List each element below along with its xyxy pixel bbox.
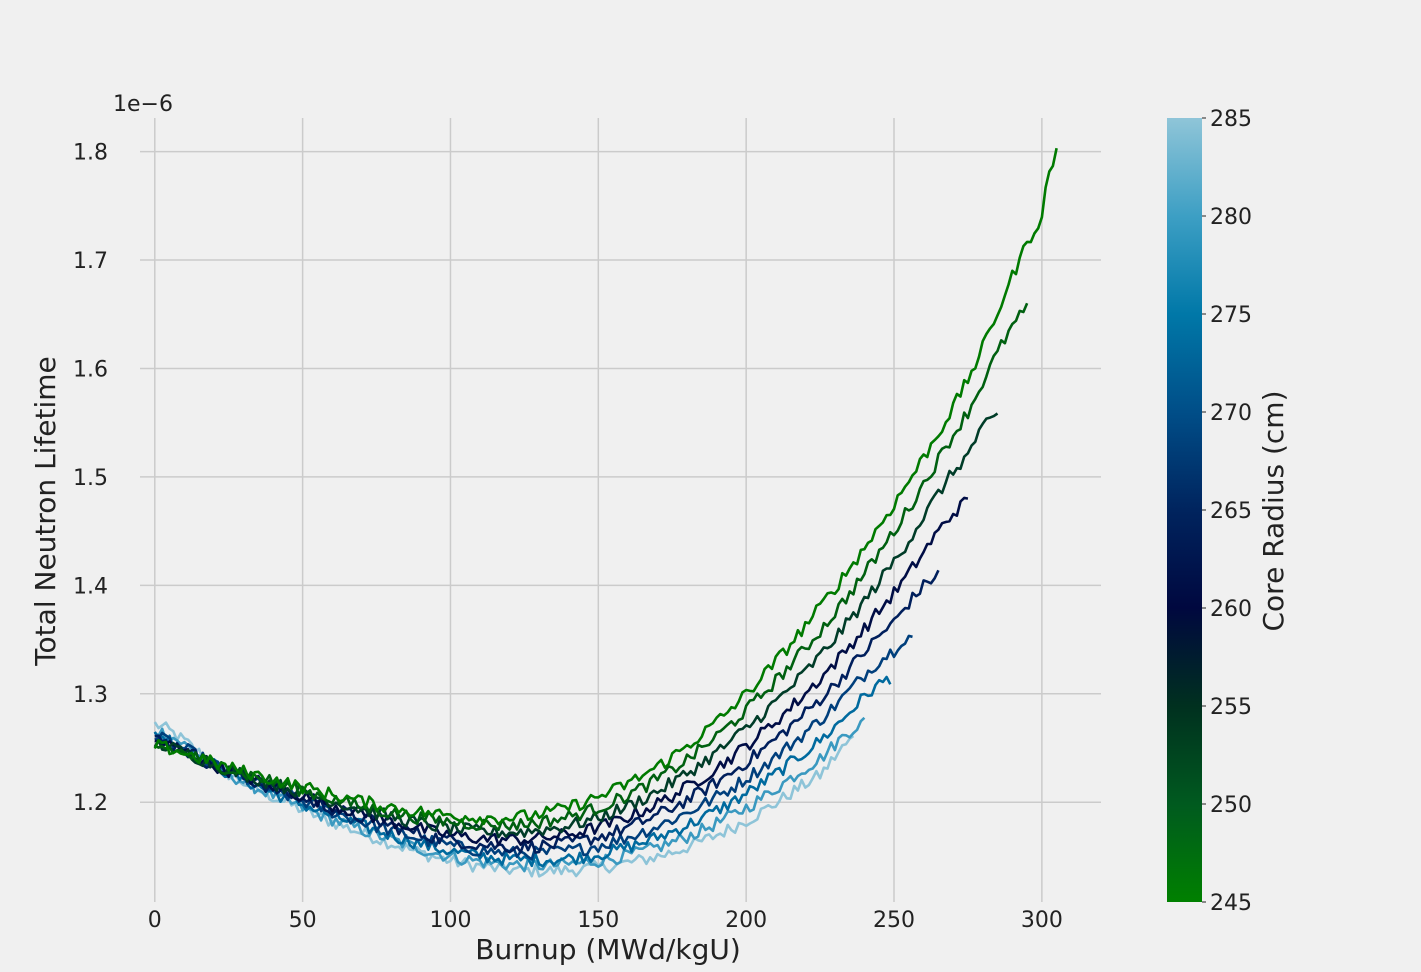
x-tick-label: 200 [725,908,767,933]
colorbar-tick-label: 285 [1210,107,1252,132]
colorbar-tick-label: 260 [1210,597,1252,622]
x-axis-ticks: 0 50 100 150 200 250 300 [148,908,1063,933]
y-tick-label: 1.4 [73,574,108,599]
y-tick-label: 1.5 [73,466,108,491]
y-tick-label: 1.6 [73,357,108,382]
x-tick-label: 100 [429,908,471,933]
y-axis-ticks: 1.2 1.3 1.4 1.5 1.6 1.7 1.8 [73,141,108,817]
y-tick-label: 1.8 [73,141,108,166]
x-tick-label: 50 [289,908,317,933]
colorbar-tick-label: 255 [1210,695,1252,720]
x-tick-label: 0 [148,908,162,933]
colorbar-tick-label: 280 [1210,205,1252,230]
colorbar-tick-label: 265 [1210,499,1252,524]
series-line-r270 [154,634,913,861]
colorbar-tick-label: 245 [1210,891,1252,916]
x-tick-label: 150 [577,908,619,933]
y-tick-label: 1.7 [73,249,108,274]
y-axis-title: Total Neutron Lifetime [29,356,62,667]
series-line-r280 [153,716,866,873]
colorbar [1167,118,1202,902]
series-line-r285 [153,721,855,878]
series-line-r245 [153,147,1058,826]
colorbar-tick-label: 270 [1210,401,1252,426]
y-offset-label: 1e−6 [113,92,173,117]
y-tick-label: 1.2 [73,791,108,816]
series-line-r250 [154,302,1029,832]
x-tick-label: 300 [1021,908,1063,933]
y-tick-label: 1.3 [73,683,108,708]
x-axis-title: Burnup (MWd/kgU) [475,933,741,966]
series-lines [153,147,1058,878]
series-line-r275 [153,675,892,868]
colorbar-tick-label: 275 [1210,303,1252,328]
x-tick-label: 250 [873,908,915,933]
colorbar-ticks: 245 250 255 260 265 270 275 280 285 [1202,107,1252,916]
colorbar-tick-label: 250 [1210,793,1252,818]
series-line-r265 [154,569,940,854]
colorbar-title: Core Radius (cm) [1257,390,1290,631]
series-line-r255 [153,412,999,839]
